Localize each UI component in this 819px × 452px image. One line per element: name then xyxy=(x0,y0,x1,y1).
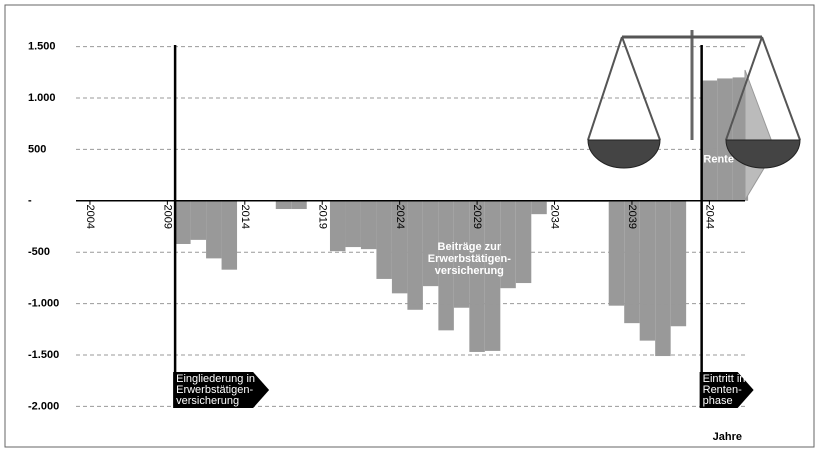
bar xyxy=(345,200,361,248)
balance-scale-icon xyxy=(587,30,801,202)
bar xyxy=(655,200,671,357)
bar xyxy=(717,78,733,201)
marker-label: Eintritt in xyxy=(703,373,746,385)
bar xyxy=(500,200,516,289)
bar xyxy=(515,200,532,284)
y-tick-label: 500 xyxy=(28,143,46,155)
bar xyxy=(484,200,501,351)
annotation: Rente xyxy=(703,154,734,166)
bar xyxy=(453,200,470,308)
bar xyxy=(275,200,292,210)
y-tick-label: -2.000 xyxy=(28,400,59,412)
marker-label-box xyxy=(699,372,754,408)
x-axis-label: Jahre xyxy=(713,431,742,443)
marker-label: Eingliederung in xyxy=(176,373,255,385)
y-tick-label: 1.000 xyxy=(28,92,56,104)
bar xyxy=(360,200,377,250)
bar xyxy=(206,200,222,259)
annotation: Beiträge zur xyxy=(438,241,502,253)
marker-label: versicherung xyxy=(176,395,239,407)
bar xyxy=(190,200,207,240)
bar xyxy=(391,200,408,294)
bar xyxy=(376,200,392,279)
bar xyxy=(407,200,423,310)
bar xyxy=(624,200,640,324)
bar xyxy=(608,200,625,306)
annotation: Erwerbstätigen- xyxy=(428,253,511,265)
bar xyxy=(291,200,307,210)
bar xyxy=(701,80,718,201)
bar xyxy=(422,200,439,287)
bar xyxy=(670,200,687,327)
marker-label: Erwerbstätigen- xyxy=(176,384,253,396)
marker-label-box xyxy=(173,372,270,408)
x-tick-label: 2024 xyxy=(394,205,406,229)
bar xyxy=(329,200,346,252)
marker-label: Renten- xyxy=(703,384,742,396)
x-tick-label: 2004 xyxy=(84,205,96,229)
x-tick-label: 2034 xyxy=(549,205,561,229)
x-tick-label: 2019 xyxy=(316,205,328,229)
bar xyxy=(531,200,547,215)
bar xyxy=(639,200,656,341)
x-tick-label: 2044 xyxy=(703,205,715,229)
x-tick-label: 2039 xyxy=(626,205,638,229)
marker-label: phase xyxy=(703,395,733,407)
x-tick-label: 2014 xyxy=(239,205,251,229)
y-tick-label: -1.000 xyxy=(28,298,59,310)
bar xyxy=(469,200,485,352)
annotation: versicherung xyxy=(435,265,504,277)
y-tick-label: - xyxy=(28,195,32,207)
bar xyxy=(438,200,454,331)
x-tick-label: 2009 xyxy=(161,205,173,229)
y-tick-label: -1.500 xyxy=(28,349,59,361)
bar xyxy=(221,200,238,270)
bar xyxy=(175,200,191,244)
y-tick-label: 1.500 xyxy=(28,40,56,52)
x-tick-label: 2029 xyxy=(471,205,483,229)
y-tick-label: -500 xyxy=(28,246,50,258)
